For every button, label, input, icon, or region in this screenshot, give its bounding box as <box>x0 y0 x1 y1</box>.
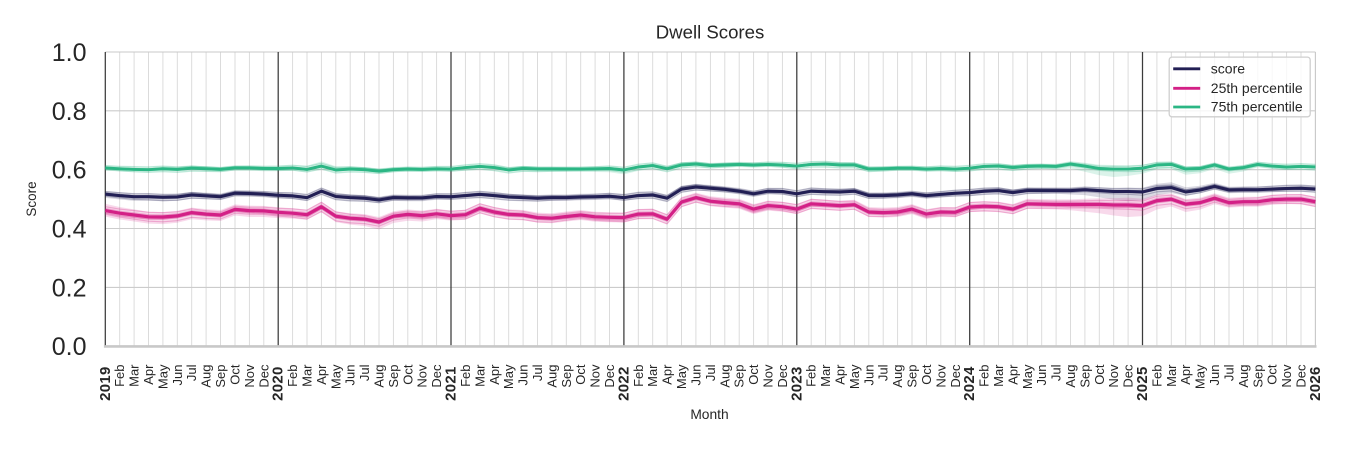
svg-text:Mar: Mar <box>300 364 315 387</box>
svg-text:2023: 2023 <box>788 366 805 401</box>
svg-text:May: May <box>674 364 689 389</box>
svg-text:May: May <box>155 364 170 389</box>
svg-text:Jun: Jun <box>1207 365 1222 386</box>
svg-text:Dec: Dec <box>948 364 963 388</box>
svg-text:Nov: Nov <box>242 364 257 388</box>
svg-text:Feb: Feb <box>1149 365 1164 387</box>
svg-text:Month: Month <box>690 407 728 422</box>
svg-text:Aug: Aug <box>890 365 905 388</box>
svg-text:Oct: Oct <box>1265 364 1280 385</box>
svg-text:Apr: Apr <box>833 364 848 385</box>
svg-text:75th percentile: 75th percentile <box>1211 99 1303 115</box>
svg-text:Sep: Sep <box>1250 365 1265 388</box>
svg-text:Apr: Apr <box>1178 364 1193 385</box>
svg-text:Mar: Mar <box>472 364 487 387</box>
svg-text:Jul: Jul <box>184 364 199 381</box>
svg-text:Aug: Aug <box>372 365 387 388</box>
svg-text:Sep: Sep <box>1077 365 1092 388</box>
svg-text:Feb: Feb <box>977 365 992 387</box>
svg-text:Oct: Oct <box>400 364 415 385</box>
svg-text:Feb: Feb <box>458 365 473 387</box>
svg-text:May: May <box>328 364 343 389</box>
svg-text:Nov: Nov <box>761 364 776 388</box>
svg-text:Apr: Apr <box>1005 364 1020 385</box>
svg-text:Dec: Dec <box>1294 364 1309 388</box>
svg-text:Jun: Jun <box>170 365 185 386</box>
svg-text:Apr: Apr <box>487 364 502 385</box>
svg-text:2020: 2020 <box>270 366 287 401</box>
svg-text:Feb: Feb <box>804 365 819 387</box>
svg-text:Jun: Jun <box>1034 365 1049 386</box>
svg-text:Apr: Apr <box>660 364 675 385</box>
svg-text:Aug: Aug <box>1236 365 1251 388</box>
svg-text:Aug: Aug <box>717 365 732 388</box>
svg-text:Feb: Feb <box>112 365 127 387</box>
svg-text:Nov: Nov <box>1279 364 1294 388</box>
svg-text:May: May <box>847 364 862 389</box>
svg-text:Oct: Oct <box>919 364 934 385</box>
svg-text:Feb: Feb <box>285 365 300 387</box>
svg-text:Dec: Dec <box>429 364 444 388</box>
svg-text:2021: 2021 <box>443 366 460 401</box>
svg-text:Aug: Aug <box>1063 365 1078 388</box>
svg-text:Apr: Apr <box>141 364 156 385</box>
svg-text:Jun: Jun <box>516 365 531 386</box>
svg-text:Jul: Jul <box>1049 364 1064 381</box>
svg-text:Sep: Sep <box>386 365 401 388</box>
svg-text:Aug: Aug <box>199 365 214 388</box>
svg-text:Mar: Mar <box>1164 364 1179 387</box>
svg-text:Dwell Scores: Dwell Scores <box>656 22 765 43</box>
svg-text:2019: 2019 <box>97 366 114 401</box>
svg-text:Oct: Oct <box>228 364 243 385</box>
svg-text:Nov: Nov <box>1106 364 1121 388</box>
svg-text:Mar: Mar <box>127 364 142 387</box>
svg-text:Jul: Jul <box>357 364 372 381</box>
svg-text:2024: 2024 <box>961 366 978 401</box>
svg-text:Mar: Mar <box>818 364 833 387</box>
svg-text:Feb: Feb <box>631 365 646 387</box>
svg-text:25th percentile: 25th percentile <box>1211 80 1303 96</box>
svg-text:Jul: Jul <box>1222 364 1237 381</box>
svg-text:Oct: Oct <box>573 364 588 385</box>
svg-text:Jul: Jul <box>530 364 545 381</box>
svg-text:May: May <box>1193 364 1208 389</box>
svg-text:Aug: Aug <box>544 365 559 388</box>
svg-text:Mar: Mar <box>645 364 660 387</box>
svg-text:2025: 2025 <box>1134 366 1151 401</box>
svg-text:2026: 2026 <box>1307 366 1324 401</box>
svg-text:Score: Score <box>24 181 39 216</box>
svg-text:0.8: 0.8 <box>52 98 87 126</box>
svg-text:May: May <box>501 364 516 389</box>
svg-text:0.0: 0.0 <box>52 333 87 361</box>
svg-text:0.2: 0.2 <box>52 274 87 302</box>
svg-text:Nov: Nov <box>588 364 603 388</box>
svg-text:Oct: Oct <box>746 364 761 385</box>
svg-text:Oct: Oct <box>1092 364 1107 385</box>
svg-text:1.0: 1.0 <box>52 39 87 67</box>
svg-text:Jul: Jul <box>703 364 718 381</box>
svg-text:Nov: Nov <box>933 364 948 388</box>
svg-text:Mar: Mar <box>991 364 1006 387</box>
svg-text:Dec: Dec <box>1121 364 1136 388</box>
svg-text:0.4: 0.4 <box>52 216 87 244</box>
svg-text:Dec: Dec <box>775 364 790 388</box>
svg-text:score: score <box>1211 60 1245 76</box>
svg-text:Sep: Sep <box>559 365 574 388</box>
svg-text:May: May <box>1020 364 1035 389</box>
svg-text:Jun: Jun <box>688 365 703 386</box>
svg-text:2022: 2022 <box>615 366 632 401</box>
svg-text:Nov: Nov <box>415 364 430 388</box>
svg-text:Jul: Jul <box>876 364 891 381</box>
svg-text:Sep: Sep <box>213 365 228 388</box>
svg-text:Sep: Sep <box>732 365 747 388</box>
svg-text:Sep: Sep <box>905 365 920 388</box>
svg-text:Dec: Dec <box>256 364 271 388</box>
svg-text:Jun: Jun <box>861 365 876 386</box>
svg-text:Dec: Dec <box>602 364 617 388</box>
svg-text:Jun: Jun <box>343 365 358 386</box>
svg-text:0.6: 0.6 <box>52 157 87 185</box>
svg-text:Apr: Apr <box>314 364 329 385</box>
